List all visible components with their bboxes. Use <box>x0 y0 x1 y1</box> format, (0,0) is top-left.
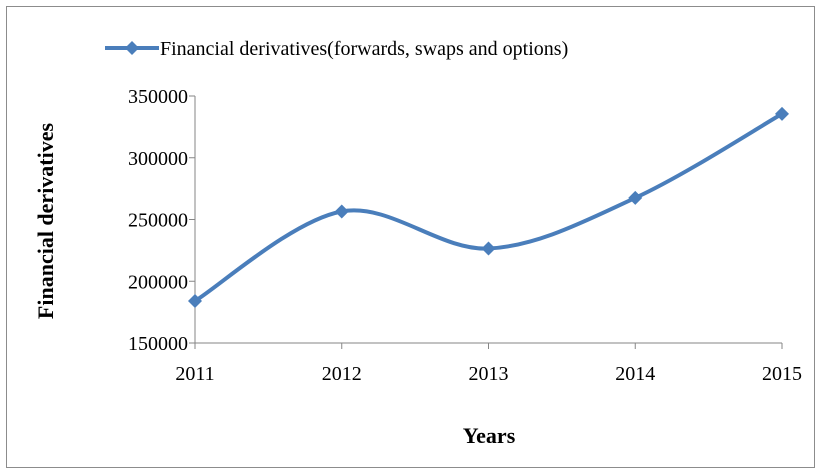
line-chart: Financial derivatives(forwards, swaps an… <box>33 38 802 448</box>
x-tick-labels: 2011 2012 2013 2014 2015 <box>175 363 802 385</box>
y-tick-label-0: 150000 <box>128 333 188 355</box>
data-point-2015 <box>775 106 789 121</box>
legend-diamond-marker <box>125 41 139 55</box>
data-point-2011 <box>188 294 202 309</box>
x-ticks <box>194 343 783 349</box>
data-point-2012 <box>334 204 349 219</box>
y-tick-label-4: 350000 <box>128 86 188 108</box>
data-point-2013 <box>481 241 496 256</box>
x-tick-label-4: 2015 <box>762 363 802 385</box>
y-ticks <box>189 95 195 344</box>
y-axis: 150000 200000 250000 300000 350000 <box>128 86 196 355</box>
x-tick-label-1: 2012 <box>322 363 362 385</box>
plot-area <box>188 106 789 309</box>
y-tick-label-3: 300000 <box>128 148 188 170</box>
y-tick-labels: 150000 200000 250000 300000 350000 <box>128 86 188 355</box>
chart-frame: Financial derivatives(forwards, swaps an… <box>6 6 815 468</box>
x-tick-label-2: 2013 <box>469 363 509 385</box>
series-line <box>193 112 783 303</box>
legend-series-label: Financial derivatives(forwards, swaps an… <box>160 38 568 60</box>
x-axis: 2011 2012 2013 2014 2015 <box>175 342 802 385</box>
legend: Financial derivatives(forwards, swaps an… <box>105 38 568 60</box>
y-tick-label-2: 250000 <box>128 210 188 232</box>
x-axis-title: Years <box>463 423 516 448</box>
x-tick-label-0: 2011 <box>175 363 214 385</box>
series-markers <box>188 106 789 309</box>
data-point-2014 <box>628 190 643 205</box>
y-axis-title: Financial derivatives <box>33 122 58 319</box>
y-tick-label-1: 200000 <box>128 271 188 293</box>
x-tick-label-3: 2014 <box>615 363 655 385</box>
